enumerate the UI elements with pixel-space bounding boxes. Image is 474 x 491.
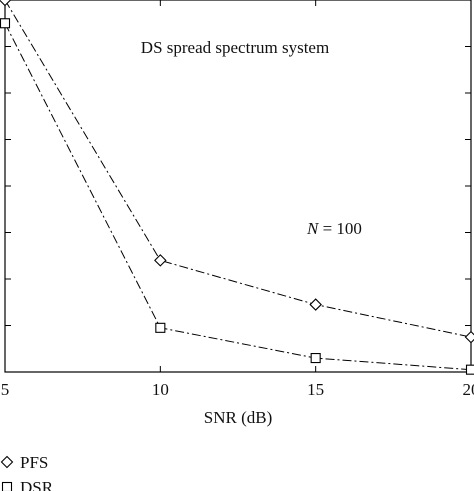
legend: PFS DSR bbox=[0, 453, 54, 491]
series-pfs bbox=[0, 0, 474, 344]
axis-ticks: 5 10 15 20 bbox=[1, 0, 474, 399]
data-point-dsr bbox=[0, 18, 11, 29]
data-point-dsr bbox=[465, 364, 474, 375]
series-line-dsr bbox=[4, 23, 472, 371]
data-point-pfs bbox=[309, 298, 322, 311]
x-tick-label: 15 bbox=[307, 380, 324, 399]
legend-item-dsr: DSR bbox=[1, 478, 54, 491]
x-tick-label: 20 bbox=[463, 380, 474, 399]
series-layer bbox=[0, 0, 474, 375]
data-point-pfs bbox=[154, 254, 167, 267]
series-line-pfs bbox=[4, 0, 472, 338]
x-tick-label: 10 bbox=[152, 380, 169, 399]
data-point-dsr bbox=[155, 322, 166, 333]
data-point-pfs bbox=[0, 0, 12, 7]
x-tick-label: 5 bbox=[1, 380, 10, 399]
x-axis-label: SNR (dB) bbox=[204, 408, 272, 427]
series-dsr bbox=[0, 18, 474, 375]
data-point-dsr bbox=[310, 352, 321, 364]
legend-marker-pfs bbox=[0, 455, 14, 469]
legend-marker-dsr bbox=[1, 481, 13, 491]
annotation-n: N = 100 bbox=[306, 219, 362, 238]
legend-item-pfs: PFS bbox=[0, 453, 48, 472]
data-point-pfs bbox=[464, 330, 474, 344]
annotation-title: DS spread spectrum system bbox=[141, 38, 329, 57]
legend-label-pfs: PFS bbox=[20, 453, 48, 472]
legend-label-dsr: DSR bbox=[20, 478, 54, 491]
